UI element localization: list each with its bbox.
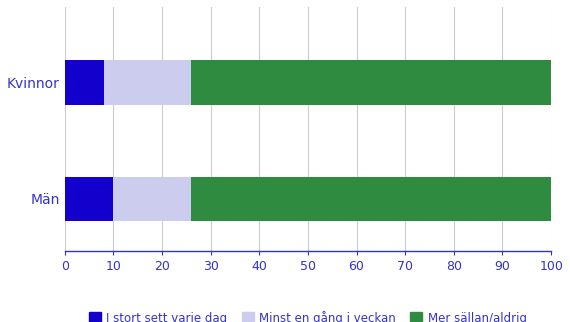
Bar — [113, 177, 191, 221]
Legend: I stort sett varje dag, Minst en gång i veckan, Mer sällan/aldrig: I stort sett varje dag, Minst en gång i … — [89, 311, 527, 322]
Bar — [64, 61, 104, 105]
Bar — [104, 61, 191, 105]
Bar — [191, 61, 551, 105]
Bar — [64, 177, 113, 221]
Bar — [191, 177, 551, 221]
